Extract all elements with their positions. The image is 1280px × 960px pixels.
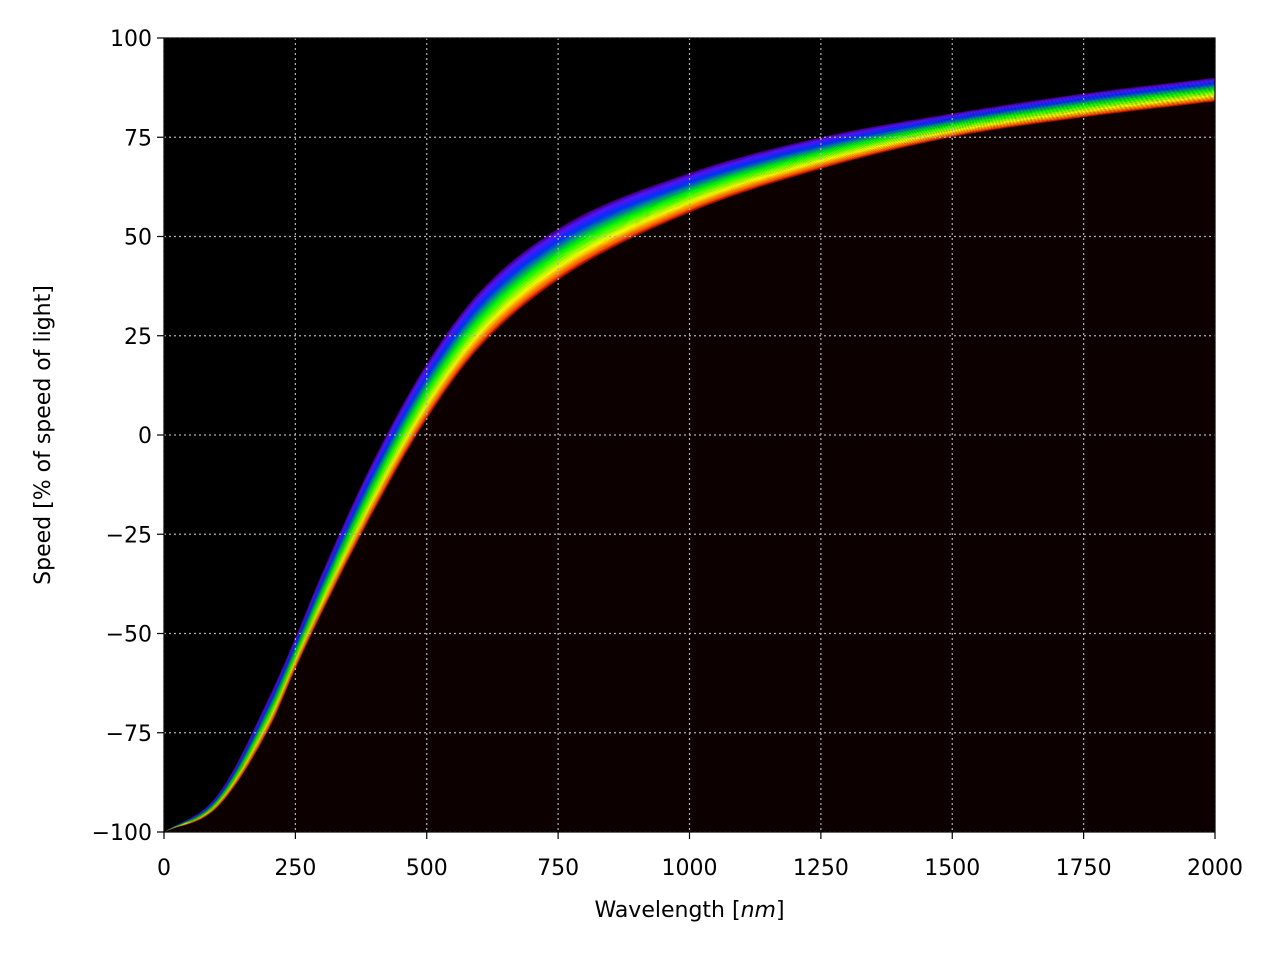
y-tick-label: −100 [92, 821, 152, 846]
y-tick-label: −50 [106, 623, 152, 648]
x-axis-label: Wavelength [nm] [594, 898, 784, 923]
y-tick-label: 0 [138, 424, 152, 449]
y-tick-label: 50 [124, 226, 152, 251]
axis-ticks: 0 250 500 750 1000 1250 1500 1750 2000−100−75−50… [92, 27, 1243, 881]
grid-lines [164, 38, 1215, 832]
x-tick-label: 750 [537, 856, 579, 881]
y-tick-label: 75 [124, 126, 152, 151]
x-tick-label: 1500 [924, 856, 980, 881]
y-tick-label: −75 [106, 722, 152, 747]
y-axis-label: Speed [% of speed of light] [31, 285, 56, 585]
x-tick-label: 1250 [793, 856, 849, 881]
plot-area [164, 38, 1215, 832]
x-tick-label: 0 [157, 856, 171, 881]
x-tick-label: 500 [406, 856, 448, 881]
x-tick-label: 1750 [1056, 856, 1112, 881]
y-tick-label: 25 [124, 325, 152, 350]
x-tick-label: 2000 [1187, 856, 1243, 881]
x-tick-label: 1000 [662, 856, 718, 881]
y-tick-label: −25 [106, 523, 152, 548]
y-tick-label: 100 [110, 27, 152, 52]
x-tick-label: 250 [274, 856, 316, 881]
